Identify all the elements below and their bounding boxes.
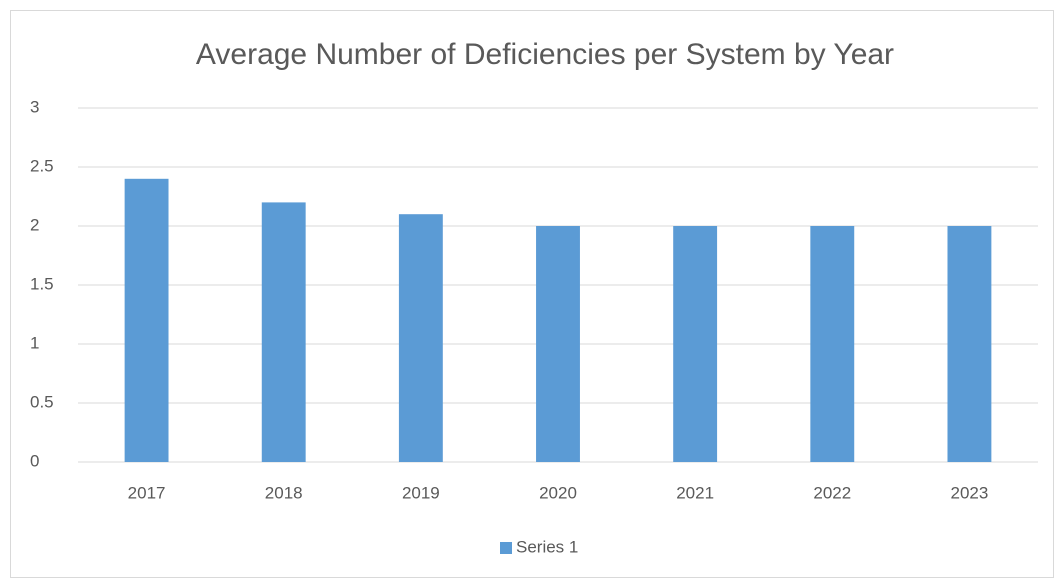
y-tick-label: 1 — [30, 333, 39, 352]
x-tick-label: 2022 — [813, 483, 851, 502]
x-tick-label: 2021 — [676, 483, 714, 502]
legend-label: Series 1 — [516, 537, 578, 556]
y-tick-label: 0.5 — [30, 392, 54, 411]
bar — [673, 226, 718, 462]
bar — [810, 226, 855, 462]
bar — [261, 202, 306, 462]
x-tick-label: 2023 — [951, 483, 989, 502]
chart-border — [10, 10, 1054, 578]
x-tick-label: 2017 — [128, 483, 166, 502]
chart-title: Average Number of Deficiencies per Syste… — [196, 38, 894, 71]
y-tick-label: 0 — [30, 451, 39, 470]
x-tick-label: 2019 — [402, 483, 440, 502]
y-tick-label: 1.5 — [30, 274, 54, 293]
bar — [398, 214, 443, 462]
legend-swatch — [500, 542, 512, 554]
y-tick-label: 2.5 — [30, 156, 54, 175]
bar — [947, 226, 992, 462]
bar — [124, 178, 169, 463]
bar — [536, 226, 580, 462]
x-tick-label: 2018 — [265, 483, 303, 502]
x-tick-label: 2020 — [539, 483, 577, 502]
y-tick-label: 3 — [30, 97, 39, 116]
y-tick-label: 2 — [30, 215, 39, 234]
